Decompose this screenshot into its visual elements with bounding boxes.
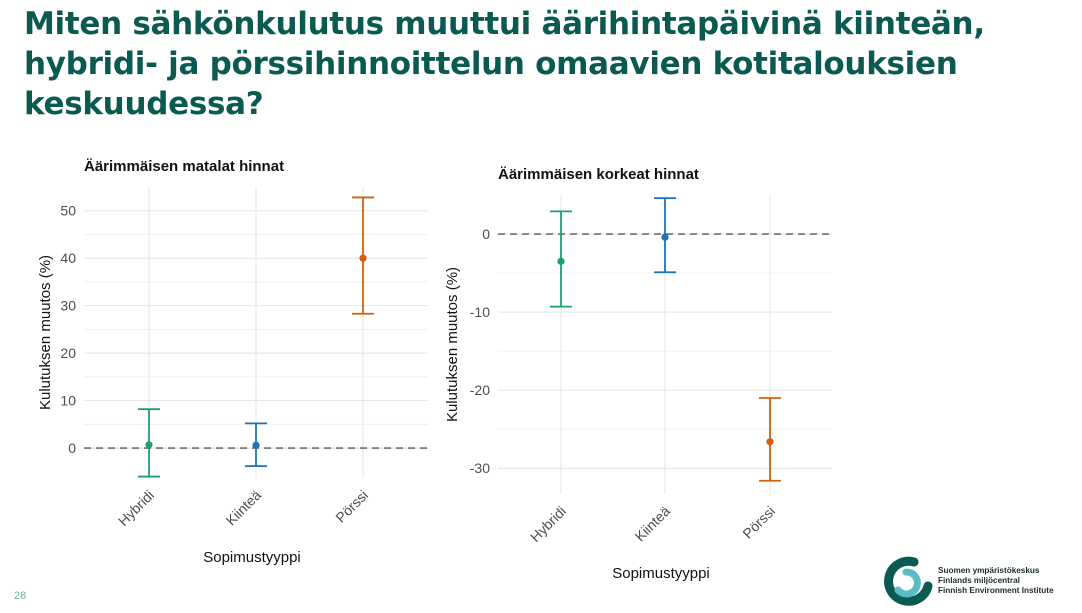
chart1-xlabel: Sopimustyyppi — [203, 549, 301, 566]
chart1-point-Hybridi — [145, 441, 153, 449]
chart1-ytick-label: 20 — [60, 345, 76, 361]
chart1-ytick-label: 0 — [68, 440, 76, 456]
slide-title: Miten sähkönkulutus muuttui äärihintapäi… — [24, 6, 985, 122]
chart2-point-Kiinteä — [661, 233, 669, 241]
chart2-ylabel: Kulutuksen muutos (%) — [444, 267, 461, 422]
logo-text: Suomen ympäristökeskus Finlands miljöcen… — [938, 566, 1054, 596]
chart1-xtick-label: Hybridi — [115, 487, 157, 529]
syke-logo-icon — [884, 556, 933, 606]
chart2-title: Äärimmäisen korkeat hinnat — [498, 166, 699, 183]
chart2-ytick-label: 0 — [482, 226, 490, 242]
chart1-point-Pörssi — [359, 254, 367, 262]
chart2-point-Hybridi — [557, 257, 565, 265]
logo-line-en: Finnish Environment Institute — [938, 586, 1054, 595]
chart1-ytick-label: 40 — [60, 250, 76, 266]
chart1-ytick-label: 10 — [60, 393, 76, 409]
chart1-xtick-label: Pörssi — [332, 487, 371, 526]
chart2-xtick-label: Kiinteä — [632, 503, 674, 545]
chart2-point-Pörssi — [766, 438, 774, 446]
chart1-ytick-label: 50 — [60, 203, 76, 219]
chart1-xtick-label: Kiinteä — [223, 487, 265, 529]
page-number: 28 — [14, 590, 27, 602]
chart1-ylabel: Kulutuksen muutos (%) — [37, 255, 54, 410]
syke-logo: Suomen ympäristökeskus Finlands miljöcen… — [884, 556, 1074, 608]
logo-line-sv: Finlands miljöcentral — [938, 576, 1020, 585]
chart1-ytick-label: 30 — [60, 298, 76, 314]
chart2-xtick-label: Hybridi — [527, 503, 569, 545]
chart2-ytick-label: -30 — [470, 460, 490, 476]
chart2-ytick-label: -20 — [470, 382, 490, 398]
chart1-title: Äärimmäisen matalat hinnat — [84, 158, 284, 175]
chart1-point-Kiinteä — [252, 441, 260, 449]
logo-line-fi: Suomen ympäristökeskus — [938, 566, 1040, 575]
chart2-xlabel: Sopimustyyppi — [612, 565, 710, 582]
chart2-ytick-label: -10 — [470, 304, 490, 320]
chart2-xtick-label: Pörssi — [739, 503, 778, 542]
